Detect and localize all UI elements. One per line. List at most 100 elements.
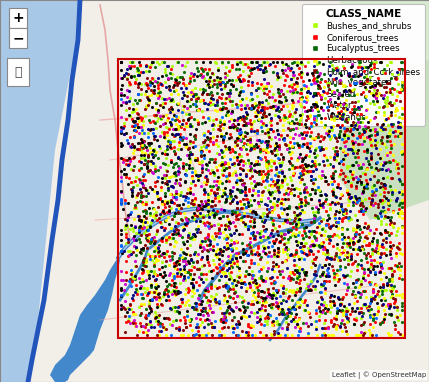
Point (333, 267, 340, 273)
Point (384, 166, 391, 172)
Point (199, 168, 205, 175)
Point (198, 238, 205, 244)
Point (147, 308, 154, 314)
Point (285, 228, 292, 235)
Point (214, 99, 221, 105)
Point (184, 332, 191, 338)
Point (357, 206, 364, 212)
Point (335, 101, 342, 107)
Point (337, 80, 344, 86)
Point (290, 288, 297, 294)
Point (279, 170, 286, 176)
Point (153, 296, 160, 302)
Point (202, 202, 209, 208)
Point (362, 252, 369, 258)
Point (189, 165, 196, 171)
Point (324, 325, 331, 332)
Point (383, 84, 390, 90)
Point (254, 287, 261, 293)
Point (220, 235, 227, 241)
Point (158, 251, 165, 257)
Point (219, 314, 226, 320)
Point (394, 71, 401, 77)
Point (375, 167, 382, 173)
Point (203, 71, 210, 77)
Point (230, 314, 237, 320)
Point (182, 144, 189, 150)
Point (367, 281, 374, 287)
Point (197, 270, 204, 277)
Point (193, 300, 200, 306)
Point (236, 90, 242, 96)
Point (287, 155, 294, 162)
Point (148, 238, 154, 244)
Point (275, 268, 282, 274)
Point (387, 131, 394, 137)
Point (146, 78, 153, 84)
Point (399, 210, 406, 216)
Point (226, 219, 233, 225)
Point (327, 154, 334, 160)
Point (357, 133, 364, 139)
Point (186, 271, 193, 277)
Point (178, 234, 185, 240)
Point (194, 117, 201, 123)
Point (163, 297, 169, 303)
Point (388, 273, 395, 279)
Point (126, 248, 133, 254)
Point (263, 59, 270, 65)
Point (350, 139, 356, 146)
Point (365, 327, 372, 333)
Point (296, 273, 302, 279)
Point (170, 288, 177, 294)
Point (366, 300, 373, 306)
Point (252, 87, 259, 93)
Point (364, 272, 371, 278)
Point (120, 277, 127, 283)
Point (165, 214, 172, 220)
Point (163, 181, 170, 187)
Point (370, 92, 377, 98)
Point (243, 173, 250, 179)
Point (303, 97, 310, 104)
Point (159, 198, 166, 204)
Point (224, 175, 230, 181)
Point (350, 119, 357, 125)
Point (394, 165, 401, 172)
Point (188, 288, 195, 294)
Point (375, 304, 382, 311)
Point (131, 215, 138, 222)
Point (378, 124, 384, 130)
Point (385, 100, 392, 106)
Point (255, 180, 262, 186)
Point (335, 278, 341, 284)
Point (329, 62, 335, 68)
Point (399, 319, 406, 325)
Point (128, 306, 135, 312)
Point (236, 76, 243, 82)
Point (308, 177, 315, 183)
Point (383, 80, 390, 86)
Point (372, 95, 379, 101)
Point (313, 229, 320, 235)
Point (396, 189, 402, 195)
Point (361, 135, 368, 141)
Point (305, 251, 312, 257)
Point (155, 314, 162, 320)
Point (123, 116, 130, 122)
Point (361, 128, 368, 134)
Point (125, 319, 132, 325)
Point (254, 109, 261, 115)
Point (171, 200, 178, 206)
Point (136, 177, 143, 183)
Point (301, 230, 308, 236)
Point (337, 112, 344, 118)
Point (362, 235, 369, 241)
Point (367, 257, 374, 264)
Point (221, 167, 228, 173)
Point (207, 221, 214, 227)
Point (136, 146, 142, 152)
Point (167, 121, 174, 127)
Point (262, 139, 269, 145)
Point (190, 286, 196, 292)
